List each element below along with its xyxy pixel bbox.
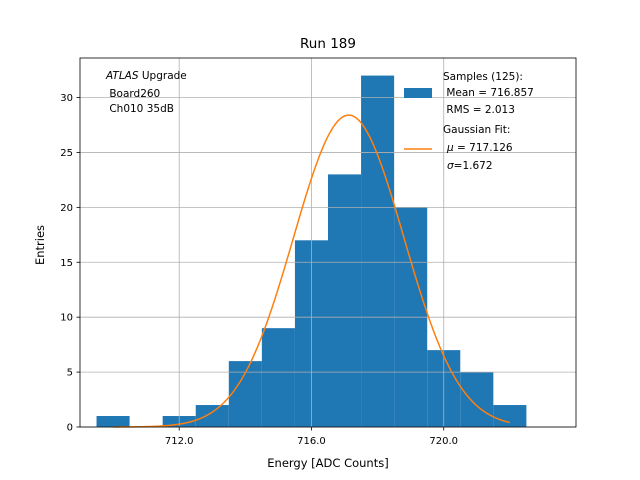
histogram-bar xyxy=(228,361,262,427)
y-tick-label: 20 xyxy=(60,203,73,214)
chart-title: Run 189 xyxy=(300,36,356,52)
y-tick-label: 0 xyxy=(67,423,73,434)
y-axis-ticks: 0 5 10 15 20 25 30 xyxy=(60,93,80,434)
plot-frame xyxy=(79,57,577,428)
legend: Samples (125): Mean = 716.857 RMS = 2.01… xyxy=(404,71,534,172)
histogram-bar xyxy=(96,416,130,427)
x-axis-ticks: 712.0 716.0 720.0 xyxy=(165,427,458,447)
x-tick-label: 712.0 xyxy=(165,436,194,447)
y-tick-label: 30 xyxy=(60,93,73,104)
legend-samples-mean: Mean = 716.857 xyxy=(443,87,534,99)
legend-samples-title: Samples (125): xyxy=(443,71,523,83)
atlas-annotation: ATLAS Upgrade Board260 Ch010 35dB xyxy=(105,70,187,115)
gaussian-fit-curve xyxy=(113,114,511,428)
y-tick-label: 10 xyxy=(60,313,73,324)
annotation-line-3: Ch010 35dB xyxy=(106,103,174,115)
histogram-bar xyxy=(493,405,527,427)
legend-samples-swatch xyxy=(404,88,432,98)
x-tick-label: 716.0 xyxy=(297,436,326,447)
x-tick-label: 720.0 xyxy=(429,436,458,447)
y-tick-label: 15 xyxy=(60,258,73,269)
histogram-bar xyxy=(261,328,295,427)
y-axis-label: Entries xyxy=(33,225,47,265)
y-tick-label: 5 xyxy=(67,368,73,379)
histogram-bar xyxy=(460,372,494,427)
legend-samples-rms: RMS = 2.013 xyxy=(443,104,515,116)
y-tick-label: 25 xyxy=(60,148,73,159)
histogram-bar xyxy=(328,174,362,427)
histogram-bar xyxy=(195,405,229,427)
legend-fit-sigma: σ=1.672 xyxy=(447,160,493,172)
legend-fit-mu: μ = 717.126 xyxy=(446,142,513,154)
x-axis-label: Energy [ADC Counts] xyxy=(267,456,388,470)
histogram-bar xyxy=(361,75,395,428)
legend-fit-title: Gaussian Fit: xyxy=(443,124,510,136)
annotation-line-1: ATLAS Upgrade xyxy=(105,70,187,82)
grid-lines xyxy=(80,58,576,428)
annotation-line-2: Board260 xyxy=(106,88,160,100)
